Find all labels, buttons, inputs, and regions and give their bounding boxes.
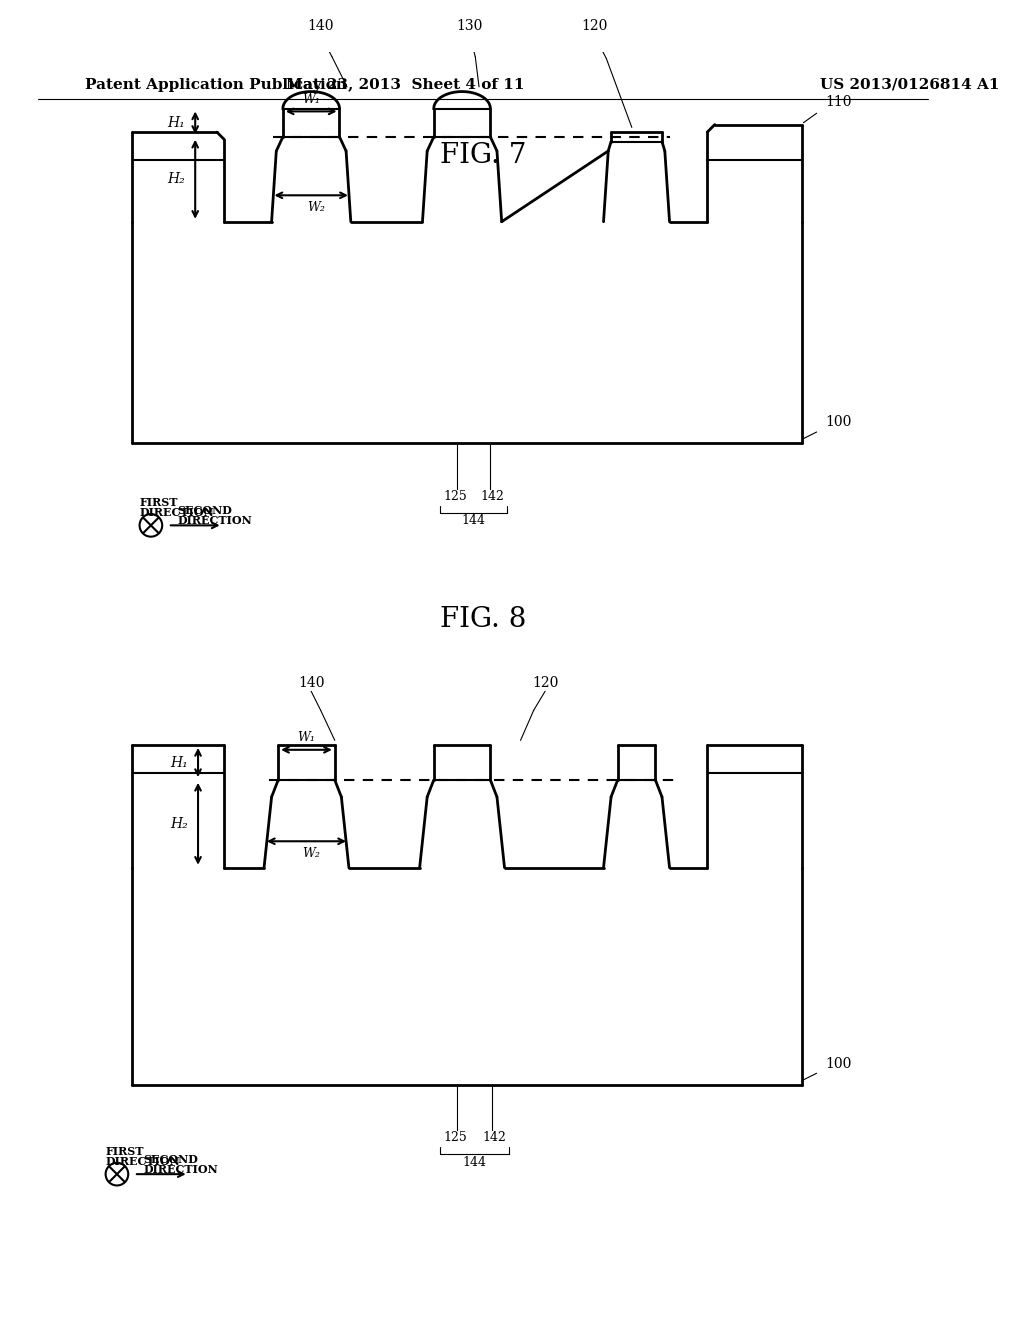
- Text: DIRECTION: DIRECTION: [105, 1156, 180, 1167]
- Text: DIRECTION: DIRECTION: [143, 1164, 218, 1175]
- Text: DIRECTION: DIRECTION: [139, 507, 214, 517]
- Text: US 2013/0126814 A1: US 2013/0126814 A1: [820, 78, 999, 92]
- Text: 142: 142: [482, 1131, 506, 1144]
- Text: 110: 110: [825, 95, 852, 108]
- Text: W₂: W₂: [307, 201, 325, 214]
- Text: 125: 125: [443, 1131, 467, 1144]
- Text: 144: 144: [463, 1156, 486, 1168]
- Text: 120: 120: [581, 20, 607, 33]
- Text: 120: 120: [531, 676, 558, 689]
- Text: 140: 140: [298, 676, 325, 689]
- Text: 125: 125: [443, 490, 467, 503]
- Text: H₂: H₂: [168, 173, 185, 186]
- Text: 130: 130: [457, 20, 482, 33]
- Text: Patent Application Publication: Patent Application Publication: [85, 78, 347, 92]
- Text: H₁: H₁: [168, 116, 185, 129]
- Text: W₁: W₁: [298, 731, 315, 744]
- Text: 100: 100: [825, 416, 852, 429]
- Text: 100: 100: [825, 1056, 852, 1071]
- Text: 142: 142: [480, 490, 504, 503]
- Text: H₂: H₂: [170, 817, 188, 830]
- Text: W₂: W₂: [302, 847, 321, 861]
- Text: FIRST: FIRST: [139, 498, 178, 508]
- Text: May 23, 2013  Sheet 4 of 11: May 23, 2013 Sheet 4 of 11: [287, 78, 524, 92]
- Text: H₁: H₁: [170, 755, 188, 770]
- Text: DIRECTION: DIRECTION: [177, 515, 252, 527]
- Text: SECOND: SECOND: [143, 1154, 199, 1164]
- Text: FIG. 8: FIG. 8: [439, 606, 526, 634]
- Text: 144: 144: [462, 515, 485, 528]
- Text: SECOND: SECOND: [177, 506, 232, 516]
- Text: W₁: W₁: [302, 92, 321, 106]
- Text: FIRST: FIRST: [105, 1146, 144, 1158]
- Text: FIG. 7: FIG. 7: [439, 143, 526, 169]
- Text: 140: 140: [307, 20, 334, 33]
